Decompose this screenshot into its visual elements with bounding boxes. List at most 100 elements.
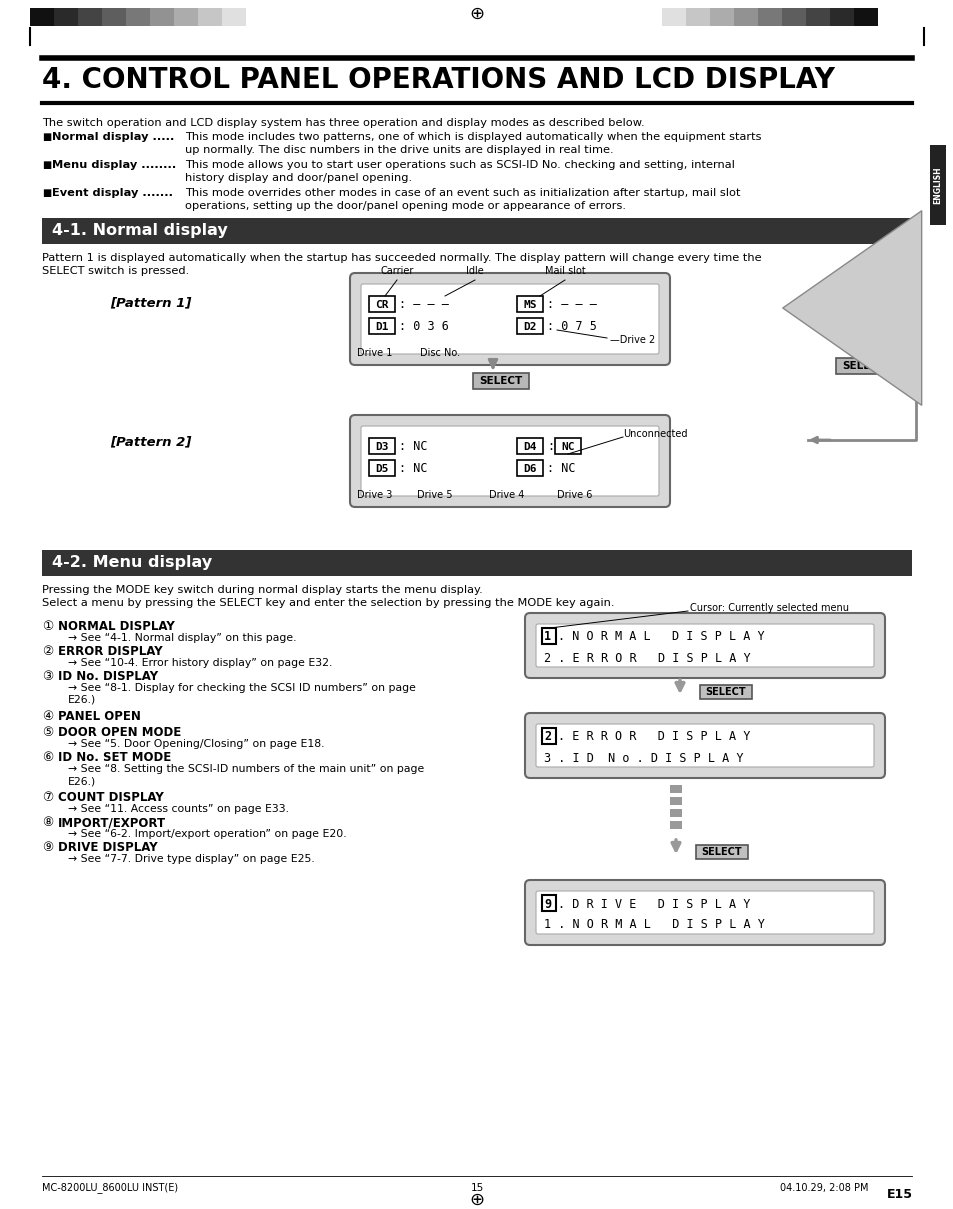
Text: D2: D2 (522, 322, 537, 332)
Text: operations, setting up the door/panel opening mode or appearance of errors.: operations, setting up the door/panel op… (185, 201, 625, 212)
Bar (853, 8, 877, 27)
Text: E26.): E26.) (68, 776, 96, 786)
Text: NORMAL DISPLAY: NORMAL DISPLAY (58, 620, 174, 634)
Text: → See “6-2. Import/export operation” on page E20.: → See “6-2. Import/export operation” on … (68, 829, 346, 839)
Text: : – – –: : – – – (398, 299, 449, 312)
Text: Idle: Idle (466, 266, 483, 276)
Text: Drive 1: Drive 1 (357, 348, 393, 358)
Bar (805, 8, 829, 27)
Text: ID No. SET MODE: ID No. SET MODE (58, 751, 172, 764)
Bar (929, 145, 945, 225)
Text: : NC: : NC (398, 463, 427, 475)
Text: : 0 7 5: : 0 7 5 (546, 320, 597, 334)
Bar (517, 318, 542, 334)
Bar (541, 627, 556, 644)
Text: 4-1. Normal display: 4-1. Normal display (52, 224, 228, 238)
Bar (829, 8, 853, 27)
Text: ENGLISH: ENGLISH (933, 166, 942, 204)
Bar (733, 8, 758, 27)
Text: Unconnected: Unconnected (622, 429, 687, 439)
Text: ⑤: ⑤ (42, 725, 53, 739)
Bar (369, 296, 395, 312)
Text: → See “8. Setting the SCSI-ID numbers of the main unit” on page: → See “8. Setting the SCSI-ID numbers of… (68, 764, 424, 774)
FancyBboxPatch shape (536, 724, 873, 767)
Text: :: : (546, 440, 554, 453)
Text: [Pattern 1]: [Pattern 1] (110, 296, 192, 310)
Text: E26.): E26.) (68, 695, 96, 705)
Text: 2 . E R R O R   D I S P L A Y: 2 . E R R O R D I S P L A Y (543, 652, 750, 665)
Text: 1 . N O R M A L   D I S P L A Y: 1 . N O R M A L D I S P L A Y (543, 919, 764, 931)
Bar (42, 550, 911, 575)
Text: . N O R M A L   D I S P L A Y: . N O R M A L D I S P L A Y (558, 631, 763, 643)
Bar (541, 895, 556, 912)
Bar (198, 8, 222, 27)
Text: D5: D5 (375, 464, 388, 474)
Bar (369, 318, 395, 334)
Bar (517, 459, 542, 476)
Text: Mail slot: Mail slot (544, 266, 585, 276)
Text: → See “10-4. Error history display” on page E32.: → See “10-4. Error history display” on p… (68, 658, 332, 669)
FancyBboxPatch shape (524, 880, 884, 945)
Text: Event display .......: Event display ....... (52, 189, 172, 198)
FancyBboxPatch shape (536, 624, 873, 667)
Bar (835, 358, 891, 374)
Text: ④: ④ (42, 710, 53, 723)
Bar (473, 374, 529, 389)
Text: 4. CONTROL PANEL OPERATIONS AND LCD DISPLAY: 4. CONTROL PANEL OPERATIONS AND LCD DISP… (42, 66, 834, 94)
Text: SELECT: SELECT (705, 687, 745, 698)
Bar (30, 8, 54, 27)
Bar (696, 845, 747, 860)
Text: ②: ② (42, 644, 53, 658)
Text: Carrier: Carrier (380, 266, 414, 276)
FancyBboxPatch shape (524, 613, 884, 678)
Text: ⑨: ⑨ (42, 841, 53, 854)
Text: [Pattern 2]: [Pattern 2] (110, 435, 192, 449)
Text: NC: NC (560, 442, 574, 452)
Text: ③: ③ (42, 670, 53, 683)
Text: D4: D4 (522, 442, 537, 452)
Text: Disc No.: Disc No. (419, 348, 459, 358)
FancyBboxPatch shape (524, 713, 884, 779)
Bar (102, 8, 126, 27)
Text: D3: D3 (375, 442, 388, 452)
Bar (758, 8, 781, 27)
Bar (669, 797, 681, 805)
Text: 04.10.29, 2:08 PM: 04.10.29, 2:08 PM (780, 1182, 867, 1193)
Bar (669, 809, 681, 817)
Text: SELECT: SELECT (478, 376, 522, 386)
Bar (369, 438, 395, 455)
Bar (638, 8, 661, 27)
Text: D6: D6 (522, 464, 537, 474)
Text: This mode allows you to start user operations such as SCSI-ID No. checking and s: This mode allows you to start user opera… (185, 160, 734, 170)
Bar (150, 8, 173, 27)
Text: ⑧: ⑧ (42, 816, 53, 829)
Bar (555, 438, 580, 455)
Text: This mode overrides other modes in case of an event such as initialization after: This mode overrides other modes in case … (185, 189, 740, 198)
Text: 3 . I D  N o . D I S P L A Y: 3 . I D N o . D I S P L A Y (543, 752, 742, 764)
Bar (669, 785, 681, 793)
Bar (517, 438, 542, 455)
Text: → See “4-1. Normal display” on this page.: → See “4-1. Normal display” on this page… (68, 634, 296, 643)
Text: Pattern 1 is displayed automatically when the startup has succeeded normally. Th: Pattern 1 is displayed automatically whe… (42, 253, 760, 264)
Text: Normal display .....: Normal display ..... (52, 132, 174, 141)
Text: MC-8200LU_8600LU INST(E): MC-8200LU_8600LU INST(E) (42, 1182, 178, 1193)
Text: 2: 2 (543, 730, 551, 744)
Text: Drive 6: Drive 6 (557, 490, 592, 501)
Text: The switch operation and LCD display system has three operation and display mode: The switch operation and LCD display sys… (42, 118, 644, 128)
Text: 15: 15 (470, 1182, 483, 1193)
Text: ⑦: ⑦ (42, 791, 53, 804)
Text: DOOR OPEN MODE: DOOR OPEN MODE (58, 725, 181, 739)
Bar (541, 728, 556, 744)
Text: up normally. The disc numbers in the drive units are displayed in real time.: up normally. The disc numbers in the dri… (185, 145, 613, 155)
FancyBboxPatch shape (360, 426, 659, 496)
Text: 4-2. Menu display: 4-2. Menu display (52, 555, 212, 571)
Text: : NC: : NC (398, 440, 427, 453)
Text: Select a menu by pressing the SELECT key and enter the selection by pressing the: Select a menu by pressing the SELECT key… (42, 598, 614, 608)
Text: E15: E15 (886, 1188, 912, 1202)
Text: history display and door/panel opening.: history display and door/panel opening. (185, 173, 412, 183)
Bar (661, 8, 685, 27)
Text: → See “7-7. Drive type display” on page E25.: → See “7-7. Drive type display” on page … (68, 854, 314, 864)
Bar (669, 821, 681, 829)
Bar (709, 8, 733, 27)
Text: ⑥: ⑥ (42, 751, 53, 764)
